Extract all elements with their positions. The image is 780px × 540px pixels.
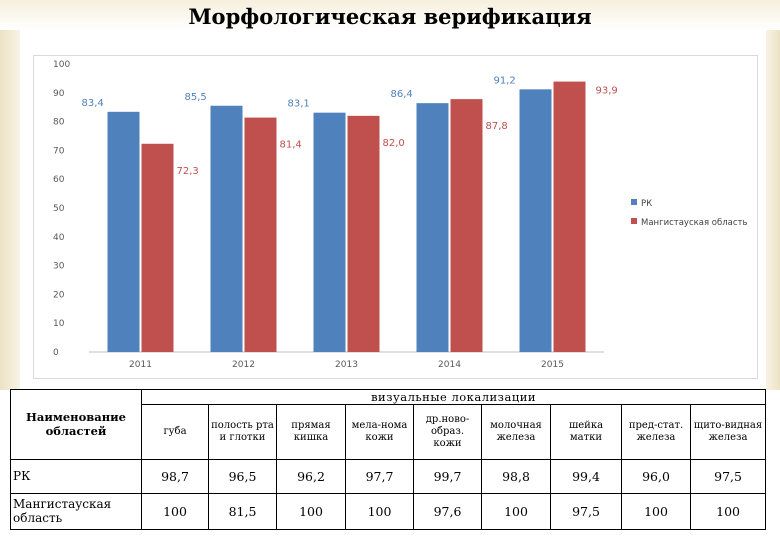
right-decor-band [766, 30, 780, 390]
x-tick-label: 2015 [541, 360, 564, 370]
table-row-rk: РК 98,7 96,5 96,2 97,7 99,7 98,8 99,4 96,0 97,5 [10, 459, 767, 494]
x-tick-label: 2011 [129, 360, 152, 370]
localization-table: Наименование областей визуальные локализ… [10, 389, 767, 530]
table-cell: 81,5 [208, 493, 277, 530]
column-header: губа [141, 404, 209, 460]
y-tick-label: 10 [53, 319, 65, 329]
bar-rk [519, 89, 552, 353]
y-tick-label: 40 [53, 233, 65, 243]
bar-rk [210, 105, 243, 352]
chart-panel: 0 10 20 30 40 50 60 70 80 90 100 83,4 72,3 2011 85,5 81… [33, 55, 758, 379]
y-tick-label: 80 [53, 118, 65, 128]
row-label: РК [10, 459, 142, 494]
y-tick-label: 90 [53, 89, 65, 99]
left-decor-band [0, 30, 20, 390]
legend-label: РК [641, 199, 652, 209]
data-label: 93,9 [596, 86, 618, 97]
legend-swatch [631, 199, 637, 205]
y-tick-label: 70 [53, 146, 65, 156]
data-label: 83,4 [82, 98, 104, 109]
table-cell: 97,5 [550, 493, 622, 530]
y-tick-label: 0 [53, 348, 59, 358]
bar-mangistau [553, 81, 586, 353]
column-header: мела-нома кожи [345, 404, 414, 460]
bar-rk [416, 103, 449, 352]
bar-mangistau [450, 99, 483, 352]
x-tick-label: 2013 [335, 360, 358, 370]
table-cell: 99,7 [413, 459, 482, 494]
bar-mangistau [141, 143, 174, 352]
y-tick-label: 60 [53, 175, 65, 185]
table-cell: 100 [345, 493, 414, 530]
column-header: щито-видная железа [689, 404, 767, 460]
bar-mangistau [347, 115, 380, 352]
table-cell: 100 [141, 493, 209, 530]
column-header: шейка матки [550, 404, 622, 460]
bar-rk [107, 111, 140, 352]
table-cell: 99,4 [550, 459, 622, 494]
legend-swatch [631, 218, 637, 224]
top-decor-band [0, 0, 780, 30]
column-header: пред-стат. железа [621, 404, 691, 460]
table-cell: 97,5 [689, 459, 767, 494]
bar-mangistau [244, 117, 277, 353]
table-cell: 98,8 [481, 459, 551, 494]
table-row-mangistau: Мангистауская область 100 81,5 100 100 97,6 10… [10, 493, 767, 530]
table-cell: 96,0 [621, 459, 691, 494]
bar-rk [313, 112, 346, 352]
data-label: 85,5 [185, 92, 207, 103]
data-label: 86,4 [391, 89, 413, 100]
localization-group-header: визуальные локализации [140, 389, 767, 405]
y-tick-label: 100 [53, 60, 70, 70]
x-tick-label: 2014 [438, 360, 461, 370]
column-header: прямая кишка [276, 404, 346, 460]
bar-chart: 0 10 20 30 40 50 60 70 80 90 100 83,4 72,3 2011 85,5 81… [53, 60, 748, 370]
x-tick-label: 2012 [232, 360, 255, 370]
table-cell: 98,7 [141, 459, 209, 494]
table-cell: 96,2 [276, 459, 346, 494]
data-label: 87,8 [486, 121, 508, 132]
table-cell: 100 [621, 493, 691, 530]
column-header: др.ново-образ. кожи [413, 404, 482, 460]
table-cell: 97,6 [413, 493, 482, 530]
region-name-header: Наименование областей [10, 389, 142, 460]
table-cell: 96,5 [208, 459, 277, 494]
y-tick-label: 30 [53, 262, 65, 272]
table-cell: 100 [689, 493, 767, 530]
data-label: 83,1 [288, 99, 310, 110]
data-label: 72,3 [177, 166, 199, 177]
legend-label: Мангистауская область [641, 218, 748, 228]
table-cell: 100 [481, 493, 551, 530]
column-header-row: губа полость рта и глотки прямая кишка мела… [11, 404, 767, 460]
column-header: полость рта и глотки [208, 404, 277, 460]
table-cell: 100 [276, 493, 346, 530]
table-cell: 97,7 [345, 459, 414, 494]
y-tick-label: 50 [53, 204, 65, 214]
page-title: Морфологическая верификация [188, 4, 592, 29]
data-label: 91,2 [494, 75, 516, 86]
column-header: молочная железа [481, 404, 551, 460]
y-tick-label: 20 [53, 290, 65, 300]
data-label: 82,0 [383, 138, 405, 149]
row-label: Мангистауская область [10, 493, 142, 530]
data-label: 81,4 [280, 140, 302, 151]
